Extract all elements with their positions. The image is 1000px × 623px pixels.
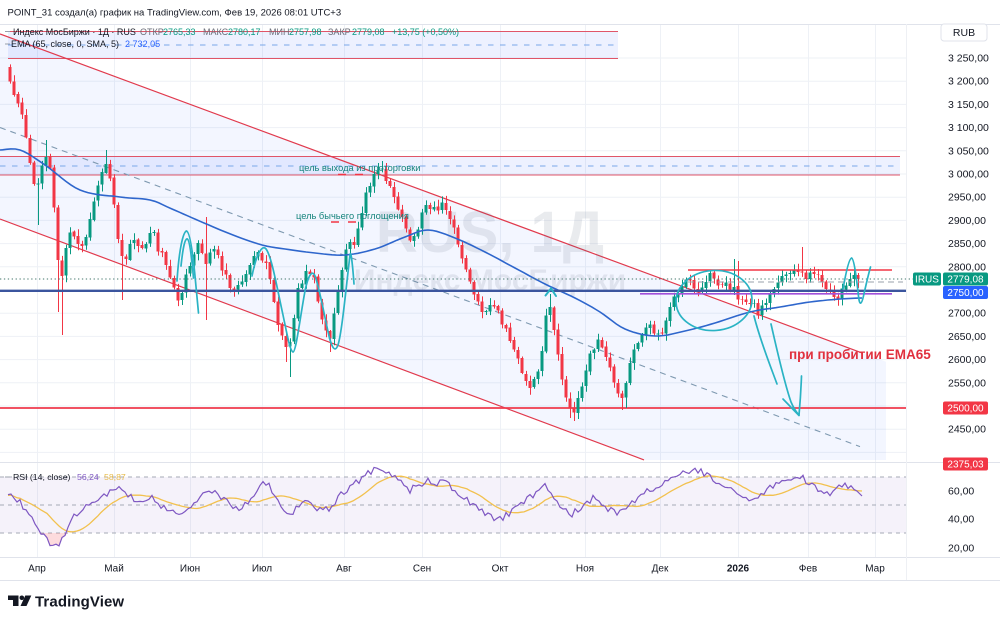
svg-text:2900,00: 2900,00 [948, 215, 986, 227]
svg-text:TradingView: TradingView [35, 594, 124, 611]
svg-text:3 100,00: 3 100,00 [948, 122, 989, 134]
svg-text:2500,00: 2500,00 [947, 404, 984, 415]
svg-text:2550,00: 2550,00 [948, 377, 986, 389]
svg-text:58,87: 58,87 [104, 472, 126, 482]
svg-text:Дек: Дек [652, 564, 669, 575]
svg-text:3 050,00: 3 050,00 [948, 145, 989, 157]
svg-text:20,00: 20,00 [948, 543, 974, 555]
svg-text:Индекс МосБиржи · 1Д · RUS: Индекс МосБиржи · 1Д · RUS [13, 27, 136, 37]
svg-text:при пробитии ЕМА65: при пробитии ЕМА65 [789, 347, 931, 362]
svg-text:Фев: Фев [799, 564, 817, 575]
svg-text:2700,00: 2700,00 [948, 308, 986, 320]
svg-text:2800,00: 2800,00 [948, 261, 986, 273]
svg-text:2650,00: 2650,00 [948, 331, 986, 343]
svg-text:3 200,00: 3 200,00 [948, 76, 989, 88]
svg-text:EMA (65, close, 0, SMA, 5)2 73: EMA (65, close, 0, SMA, 5) 2 732,05 [11, 39, 160, 49]
svg-text:ОТКР: ОТКР [140, 27, 164, 37]
svg-text:Июн: Июн [180, 564, 200, 575]
svg-text:Ноя: Ноя [576, 564, 594, 575]
svg-text:МИН: МИН [269, 27, 289, 37]
svg-text:Мар: Мар [865, 564, 885, 575]
svg-text:IRUS: IRUS [915, 275, 939, 286]
svg-text:2779,08: 2779,08 [947, 275, 984, 286]
svg-text:Апр: Апр [28, 564, 46, 575]
svg-text:2850,00: 2850,00 [948, 238, 986, 250]
svg-text:цель бычьего поглощения: цель бычьего поглощения [296, 211, 409, 221]
svg-text:+13,75 (+0,50%): +13,75 (+0,50%) [392, 27, 459, 37]
svg-text:МАКС: МАКС [203, 27, 229, 37]
svg-text:2375,03: 2375,03 [947, 460, 984, 471]
svg-text:2450,00: 2450,00 [948, 424, 986, 436]
svg-text:Сен: Сен [413, 564, 431, 575]
svg-text:Индекс МосБиржи: Индекс МосБиржи [354, 264, 626, 297]
svg-text:2600,00: 2600,00 [948, 354, 986, 366]
svg-text:цель выхода из проторговки: цель выхода из проторговки [299, 163, 421, 173]
svg-text:ЗАКР: ЗАКР [328, 27, 351, 37]
svg-text:2750,00: 2750,00 [947, 288, 984, 299]
svg-text:RUB: RUB [953, 27, 975, 39]
svg-text:40,00: 40,00 [948, 514, 974, 526]
svg-text:POINT_31 создал(а) график на T: POINT_31 создал(а) график на TradingView… [8, 8, 342, 19]
svg-text:2026: 2026 [727, 564, 750, 575]
svg-text:2950,00: 2950,00 [948, 192, 986, 204]
svg-text:Июл: Июл [252, 564, 272, 575]
svg-text:2779,08: 2779,08 [352, 27, 385, 37]
svg-text:2780,17: 2780,17 [228, 27, 261, 37]
svg-text:Май: Май [104, 564, 124, 575]
svg-text:Авг: Авг [336, 564, 352, 575]
svg-text:RSI (14, close): RSI (14, close) [13, 472, 71, 482]
svg-text:3 150,00: 3 150,00 [948, 99, 989, 111]
svg-text:56,24: 56,24 [77, 472, 99, 482]
svg-text:3 000,00: 3 000,00 [948, 169, 989, 181]
svg-text:Окт: Окт [492, 564, 509, 575]
svg-text:3 250,00: 3 250,00 [948, 53, 989, 65]
svg-text:60,00: 60,00 [948, 486, 974, 498]
svg-text:2757,98: 2757,98 [289, 27, 322, 37]
svg-text:2765,33: 2765,33 [163, 27, 196, 37]
